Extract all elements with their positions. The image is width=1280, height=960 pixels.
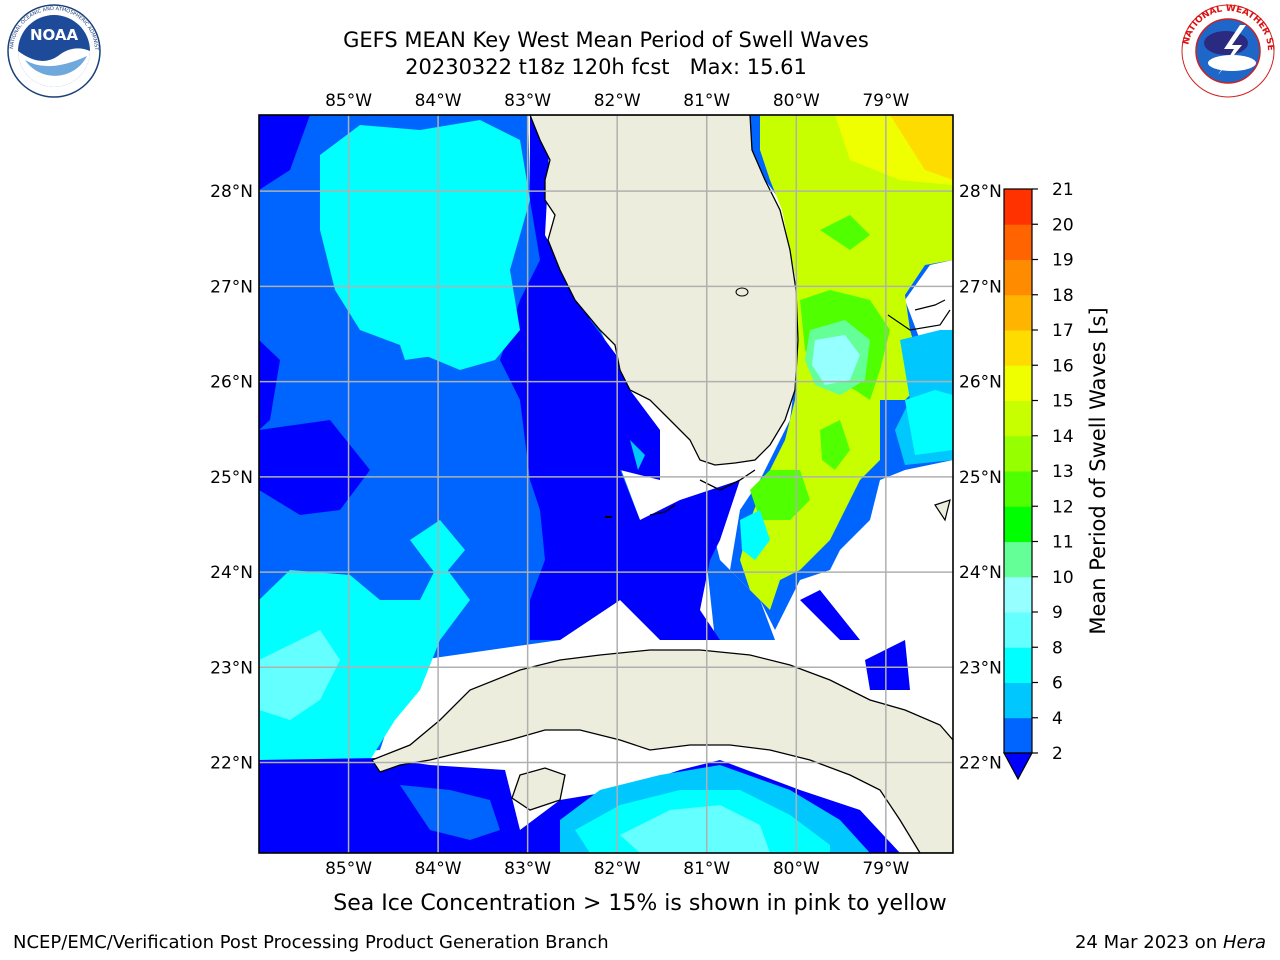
colorbar-segment: [1004, 435, 1032, 472]
map-field: [259, 115, 953, 853]
colorbar-tick-label: 14: [1052, 427, 1074, 447]
colorbar-tick-label: 15: [1052, 392, 1074, 412]
map-frame: [258, 114, 954, 854]
colorbar-tick-label: 21: [1052, 180, 1074, 200]
lat-label-left: 26°N: [210, 373, 253, 393]
noaa-logo-text: NOAA: [30, 26, 79, 44]
colorbar-tick-label: 11: [1052, 533, 1074, 553]
footer-host: Hera: [1222, 932, 1266, 953]
colorbar-tick-label: 17: [1052, 321, 1074, 341]
lon-label-top: 85°W: [325, 91, 372, 111]
lon-label-bottom: 80°W: [773, 859, 820, 879]
colorbar-segment: [1004, 612, 1032, 648]
lat-label-left: 22°N: [210, 754, 253, 774]
colorbar-tick-label: 13: [1052, 462, 1074, 482]
colorbar: 2 4 6 8 9 10 11 12 13 14 15 16 17 18 19 20 21: [1002, 180, 1074, 781]
colorbar-segment: [1004, 471, 1032, 507]
lon-label-bottom: 79°W: [862, 859, 909, 879]
lat-label-left: 25°N: [210, 468, 253, 488]
lat-label-left: 28°N: [210, 182, 253, 202]
lon-label-top: 81°W: [683, 91, 730, 111]
footer-date-text: 24 Mar 2023 on: [1074, 932, 1223, 953]
cyan-swell-patch: [320, 120, 530, 370]
max-value: Max: 15.61: [689, 55, 807, 79]
axis-tick-labels: 85°W 85°W 84°W 84°W 83°W 83°W 82°W 82°W 81°W 81°W…: [210, 91, 1002, 879]
colorbar-segment: [1004, 400, 1032, 437]
lat-label-right: 22°N: [959, 754, 1002, 774]
colorbar-segment: [1004, 330, 1032, 366]
florida-landmass: [529, 115, 799, 466]
colorbar-under-arrow: [1002, 752, 1034, 781]
map-subtitle: 20230322 t18z 120h fcst Max: 15.61: [0, 54, 1212, 80]
colorbar-segment: [1004, 365, 1032, 401]
colorbar-tick-label: 8: [1052, 638, 1063, 658]
lon-label-top: 79°W: [862, 91, 909, 111]
colorbar-tick-label: 16: [1052, 356, 1074, 376]
lat-label-right: 23°N: [959, 658, 1002, 678]
colorbar-tick-label: 2: [1052, 744, 1063, 764]
lat-label-left: 27°N: [210, 277, 253, 297]
lat-label-left: 23°N: [210, 658, 253, 678]
lat-label-right: 26°N: [959, 373, 1002, 393]
noaa-logo-icon: NOAA NATIONAL OCEANIC AND ATMOSPHERIC AD…: [3, 4, 101, 98]
colorbar-segment: [1004, 647, 1032, 683]
colorbar-segment: [1004, 189, 1032, 225]
lon-label-top: 80°W: [773, 91, 820, 111]
colorbar-tick-label: 10: [1052, 568, 1074, 588]
colorbar-tick-label: 9: [1052, 603, 1063, 623]
lon-label-bottom: 83°W: [504, 859, 551, 879]
colorbar-segment: [1004, 294, 1032, 331]
colorbar-tick-label: 19: [1052, 251, 1074, 271]
colorbar-segment: [1004, 576, 1032, 613]
under-range-patch: [259, 115, 310, 190]
colorbar-segment: [1004, 541, 1032, 578]
isla-de-la-juventud: [511, 767, 566, 811]
lon-label-top: 83°W: [504, 91, 551, 111]
forecast-time: 20230322 t18z 120h fcst: [405, 55, 670, 79]
lon-label-top: 82°W: [594, 91, 641, 111]
lon-label-bottom: 85°W: [325, 859, 372, 879]
footer-date: 24 Mar 2023 on Hera: [1075, 932, 1266, 953]
graticule: [259, 115, 953, 853]
lat-label-right: 24°N: [959, 563, 1002, 583]
lat-label-right: 28°N: [959, 182, 1002, 202]
footer-credit: NCEP/EMC/Verification Post Processing Pr…: [13, 932, 609, 953]
lon-label-bottom: 84°W: [415, 859, 462, 879]
colorbar-tick-label: 20: [1052, 215, 1074, 235]
colorbar-tick-label: 4: [1052, 709, 1063, 729]
colorbar-segment: [1004, 259, 1032, 296]
colorbar-segment: [1004, 506, 1032, 542]
florida-keys: [699, 469, 756, 491]
map-title: GEFS MEAN Key West Mean Period of Swell …: [343, 28, 869, 52]
colorbar-segment: [1004, 224, 1032, 260]
nws-logo-icon: NATIONAL WEATHER SERVICE: [1180, 3, 1275, 98]
colorbar-tick-label: 6: [1052, 674, 1063, 694]
lat-label-left: 24°N: [210, 563, 253, 583]
lon-label-bottom: 82°W: [594, 859, 641, 879]
colorbar-label: Mean Period of Swell Waves [s]: [1086, 307, 1110, 634]
lat-label-right: 27°N: [959, 277, 1002, 297]
sea-ice-note: Sea Ice Concentration > 15% is shown in …: [333, 891, 947, 916]
colorbar-segment: [1004, 717, 1032, 754]
cuba-landmass: [371, 649, 953, 853]
colorbar-tick-label: 12: [1052, 497, 1074, 517]
lon-label-top: 84°W: [415, 91, 462, 111]
lat-label-right: 25°N: [959, 468, 1002, 488]
colorbar-tick-label: 18: [1052, 286, 1074, 306]
colorbar-segment: [1004, 682, 1032, 719]
lon-label-bottom: 81°W: [683, 859, 730, 879]
